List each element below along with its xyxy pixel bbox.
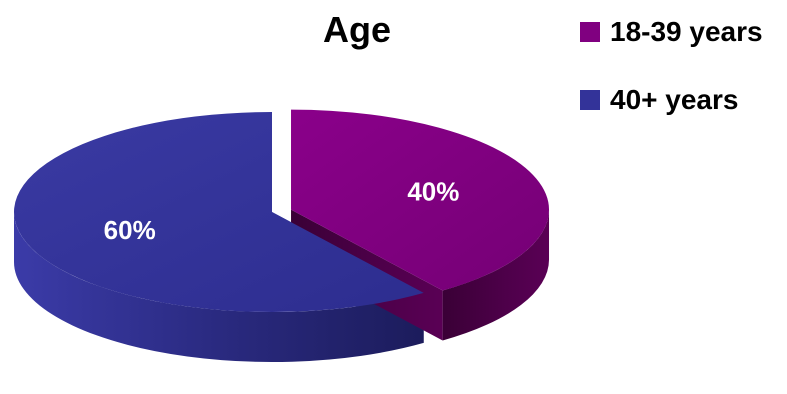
legend-label-40-plus-years: 40+ years	[610, 80, 738, 120]
data-label-40-plus-years: 60%	[104, 215, 156, 245]
legend-item-18-39-years: 18-39 years	[580, 12, 780, 52]
legend-label-18-39-years: 18-39 years	[610, 12, 763, 52]
chart-legend: 18-39 years 40+ years	[580, 12, 780, 148]
legend-item-40-plus-years: 40+ years	[580, 80, 780, 120]
legend-swatch-40-plus-years	[580, 90, 600, 110]
data-label-18-39-years: 40%	[407, 177, 459, 207]
legend-swatch-18-39-years	[580, 22, 600, 42]
